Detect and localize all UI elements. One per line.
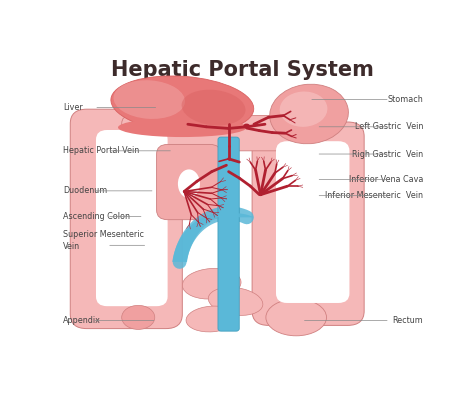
Ellipse shape	[178, 169, 200, 198]
Text: Hepatic Portal System: Hepatic Portal System	[111, 59, 374, 79]
Ellipse shape	[280, 92, 328, 127]
Text: Inferior Mesenteric  Vein: Inferior Mesenteric Vein	[325, 191, 423, 200]
FancyBboxPatch shape	[276, 141, 349, 303]
FancyBboxPatch shape	[156, 144, 221, 220]
Ellipse shape	[270, 84, 348, 144]
Ellipse shape	[122, 305, 155, 329]
Text: Stomach: Stomach	[387, 95, 423, 104]
Text: Appendix: Appendix	[63, 316, 101, 325]
Ellipse shape	[111, 76, 254, 133]
Ellipse shape	[243, 124, 250, 128]
Ellipse shape	[186, 306, 237, 332]
Ellipse shape	[208, 287, 263, 315]
Text: Hepatic Portal Vein: Hepatic Portal Vein	[63, 146, 139, 155]
FancyBboxPatch shape	[70, 109, 182, 329]
FancyBboxPatch shape	[122, 116, 291, 151]
Text: Duodenum: Duodenum	[63, 186, 107, 196]
Text: Ascending Colon: Ascending Colon	[63, 212, 130, 221]
FancyBboxPatch shape	[252, 122, 364, 325]
Text: Superior Mesenteric
Vein: Superior Mesenteric Vein	[63, 230, 144, 250]
Text: Righ Gastric  Vein: Righ Gastric Vein	[352, 149, 423, 158]
Ellipse shape	[118, 118, 246, 137]
FancyBboxPatch shape	[96, 130, 168, 306]
Ellipse shape	[113, 80, 185, 119]
Ellipse shape	[266, 299, 327, 336]
Ellipse shape	[182, 268, 241, 299]
Text: Left Gastric  Vein: Left Gastric Vein	[355, 122, 423, 131]
FancyBboxPatch shape	[218, 137, 239, 331]
Text: Liver: Liver	[63, 103, 82, 112]
Text: Inferior Vena Cava: Inferior Vena Cava	[348, 175, 423, 184]
Ellipse shape	[182, 90, 246, 126]
Text: Rectum: Rectum	[392, 316, 423, 325]
